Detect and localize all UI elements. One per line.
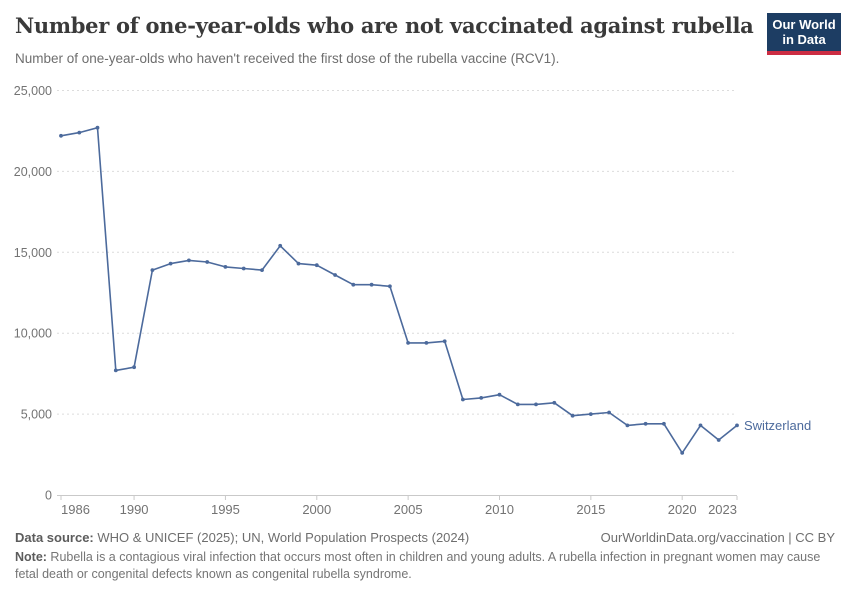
data-point[interactable] xyxy=(735,423,739,428)
data-point[interactable] xyxy=(680,451,685,455)
data-point[interactable] xyxy=(296,261,301,266)
data-point[interactable] xyxy=(241,266,246,271)
data-point[interactable] xyxy=(95,125,100,130)
data-point[interactable] xyxy=(77,130,82,135)
data-point[interactable] xyxy=(205,260,210,264)
owid-logo: Our World in Data xyxy=(767,13,841,56)
data-point[interactable] xyxy=(223,265,228,269)
data-point[interactable] xyxy=(424,341,429,345)
y-tick-label: 15,000 xyxy=(14,246,52,260)
data-point[interactable] xyxy=(716,438,721,442)
data-point[interactable] xyxy=(588,412,593,416)
data-point[interactable] xyxy=(497,392,502,397)
entity-label-switzerland[interactable]: Switzerland xyxy=(744,418,811,433)
data-point[interactable] xyxy=(607,410,611,415)
x-tick-label: 2020 xyxy=(668,502,697,517)
data-point[interactable] xyxy=(187,258,191,263)
data-point[interactable] xyxy=(260,268,264,272)
data-point[interactable] xyxy=(534,402,538,407)
data-point[interactable] xyxy=(333,273,337,277)
owid-logo-line2: in Data xyxy=(782,31,826,47)
owid-logo-line1: Our World xyxy=(772,17,836,32)
x-tick-label: 1995 xyxy=(211,502,240,517)
owid-link[interactable]: OurWorldinData.org/vaccination | CC BY xyxy=(600,530,835,545)
data-source-text: WHO & UNICEF (2025); UN, World Populatio… xyxy=(93,530,470,545)
data-source-label: Data source: xyxy=(15,530,94,545)
source-row: Data source: WHO & UNICEF (2025); UN, Wo… xyxy=(15,530,835,545)
chart-footer: Data source: WHO & UNICEF (2025); UN, Wo… xyxy=(15,530,835,584)
data-point[interactable] xyxy=(698,423,703,428)
page-subtitle: Number of one-year-olds who haven't rece… xyxy=(15,51,560,66)
data-point[interactable] xyxy=(59,133,63,138)
data-point[interactable] xyxy=(406,341,410,345)
data-point[interactable] xyxy=(150,268,155,272)
x-tick-label: 2015 xyxy=(576,502,605,517)
x-tick-label: 2005 xyxy=(394,502,423,517)
data-point[interactable] xyxy=(442,339,447,344)
y-tick-label: 10,000 xyxy=(14,327,52,341)
y-tick-label: 20,000 xyxy=(14,165,52,179)
x-tick-label: 2023 xyxy=(708,502,737,517)
data-point[interactable] xyxy=(552,400,557,405)
data-point[interactable] xyxy=(461,397,465,402)
data-point[interactable] xyxy=(643,421,648,426)
y-tick-label: 25,000 xyxy=(14,84,52,98)
data-point[interactable] xyxy=(168,261,173,266)
x-tick-label: 2010 xyxy=(485,502,514,517)
data-point[interactable] xyxy=(625,423,630,428)
data-point[interactable] xyxy=(132,365,137,370)
note-text: Rubella is a contagious viral infection … xyxy=(15,550,821,582)
data-point[interactable] xyxy=(314,263,319,268)
data-point[interactable] xyxy=(388,284,392,289)
data-point[interactable] xyxy=(369,282,374,287)
trend-line-switzerland[interactable] xyxy=(60,126,738,454)
data-point[interactable] xyxy=(113,368,118,373)
y-tick-label: 5,000 xyxy=(21,408,52,422)
data-point[interactable] xyxy=(479,396,484,400)
note-label: Note: xyxy=(15,550,47,564)
chart-note: Note: Rubella is a contagious viral infe… xyxy=(15,549,827,584)
page-title: Number of one-year-olds who are not vacc… xyxy=(15,13,754,38)
y-tick-label: 0 xyxy=(45,489,52,503)
x-tick-label: 1986 xyxy=(61,502,90,517)
data-point[interactable] xyxy=(570,413,575,418)
data-point[interactable] xyxy=(278,243,283,248)
x-tick-label: 1990 xyxy=(120,502,149,517)
data-point[interactable] xyxy=(662,421,666,426)
x-tick-label: 2000 xyxy=(302,502,331,517)
data-point[interactable] xyxy=(515,402,520,407)
data-point[interactable] xyxy=(351,282,356,287)
data-source: Data source: WHO & UNICEF (2025); UN, Wo… xyxy=(15,530,469,545)
